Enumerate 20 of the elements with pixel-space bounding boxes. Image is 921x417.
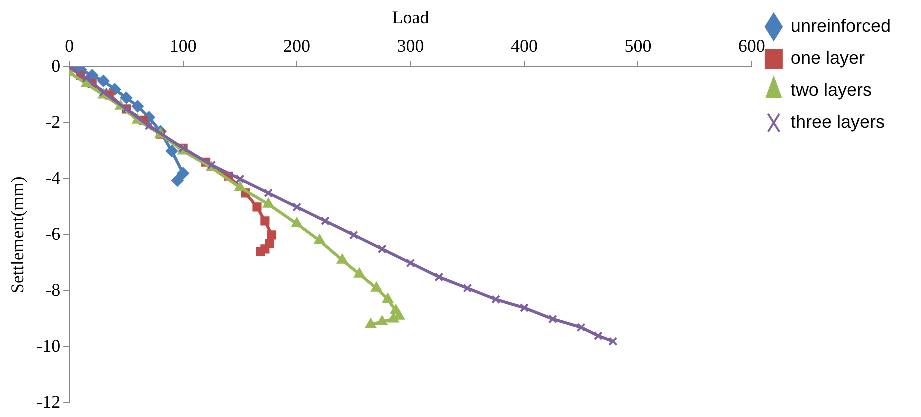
y-tick-label: -8	[46, 280, 61, 300]
legend-label: one layer	[790, 48, 865, 68]
y-tick-label: -12	[36, 392, 61, 412]
y-tick-label: -10	[36, 336, 61, 356]
legend-label: unreinforced	[790, 16, 892, 36]
x-tick-label: 100	[170, 36, 197, 56]
y-tick-label: -2	[46, 112, 61, 132]
y-tick-label: 0	[52, 56, 61, 76]
y-tick-label: -6	[46, 224, 61, 244]
x-tick-label: 400	[510, 36, 538, 56]
x-tick-label: 0	[65, 36, 74, 56]
x-tick-label: 300	[397, 36, 424, 56]
x-tick-label: 500	[624, 36, 652, 56]
y-axis-title: Settlement(mm)	[8, 176, 28, 294]
x-tick-label: 600	[738, 36, 766, 56]
y-tick-label: -4	[46, 168, 61, 188]
legend-label: two layers	[790, 80, 872, 100]
legend-label: three layers	[790, 112, 885, 132]
x-tick-label: 200	[284, 36, 311, 56]
x-axis-title: Load	[392, 8, 430, 28]
